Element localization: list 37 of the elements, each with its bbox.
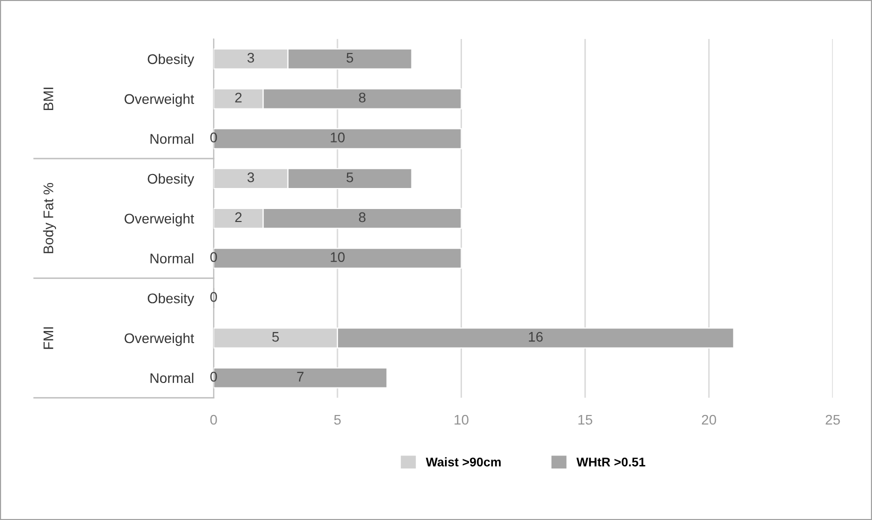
data-label: 0 <box>210 372 217 382</box>
x-tick-label: 5 <box>334 414 341 425</box>
data-label: 2 <box>235 212 242 222</box>
y-tick-label: Obesity <box>148 293 194 306</box>
y-tick-label: Normal <box>150 372 194 384</box>
data-label: 16 <box>528 332 543 342</box>
x-tick-label: 0 <box>210 414 217 425</box>
data-label: 2 <box>235 92 242 102</box>
y-tick-label: Obesity <box>148 54 194 67</box>
data-label: 0 <box>210 252 217 262</box>
y-tick-label: Overweight <box>124 94 194 107</box>
y-tick-label: Normal <box>150 134 194 144</box>
data-label: 3 <box>247 52 254 63</box>
text: Body Fat % <box>43 182 56 254</box>
x-tick-label: 25 <box>826 414 840 425</box>
data-label: 10 <box>330 132 345 142</box>
data-label: 5 <box>272 332 279 342</box>
data-label: 8 <box>358 212 366 222</box>
data-label: 7 <box>297 372 304 382</box>
data-label: 0 <box>210 292 217 302</box>
legend-label: WHtR >0.51 <box>576 458 646 466</box>
x-tick-label: 15 <box>578 414 592 425</box>
x-tick-label: 10 <box>454 414 468 425</box>
text: FMI <box>44 327 54 349</box>
data-label: 10 <box>330 252 345 262</box>
data-label: 8 <box>358 92 366 103</box>
data-label: 5 <box>346 52 354 63</box>
text: BMI <box>44 88 54 110</box>
y-tick-label: Overweight <box>124 213 194 226</box>
legend-label: Waist >90cm <box>426 457 501 466</box>
data-label: 5 <box>346 172 354 182</box>
data-label: 3 <box>247 172 254 182</box>
y-tick-label: Normal <box>150 253 194 264</box>
y-tick-label: Overweight <box>124 332 194 346</box>
y-tick-label: Obesity <box>148 174 194 186</box>
data-label: 0 <box>210 132 217 142</box>
x-tick-label: 20 <box>702 414 716 425</box>
